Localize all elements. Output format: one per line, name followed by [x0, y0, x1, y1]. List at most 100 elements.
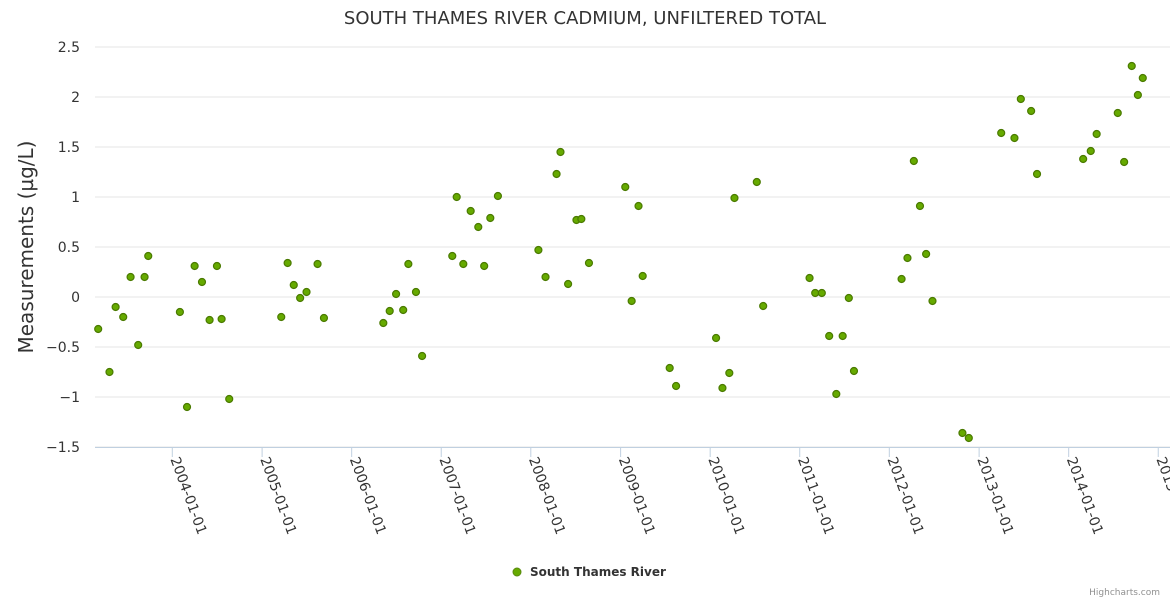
data-point[interactable] — [534, 245, 543, 255]
data-point[interactable] — [1086, 146, 1095, 156]
data-point[interactable] — [1010, 133, 1019, 143]
data-point[interactable] — [486, 213, 495, 223]
data-point[interactable] — [480, 261, 489, 271]
data-point[interactable] — [399, 305, 408, 315]
data-point[interactable] — [958, 428, 967, 438]
data-point[interactable] — [1032, 169, 1042, 179]
data-point[interactable] — [849, 366, 859, 376]
y-tick-label: −1 — [59, 390, 80, 406]
data-point[interactable] — [552, 169, 561, 179]
data-point[interactable] — [105, 367, 114, 377]
data-point[interactable] — [718, 383, 727, 393]
data-point[interactable] — [144, 251, 153, 261]
legend-marker — [512, 567, 522, 577]
x-axis: 2004-01-01 2005-01-01 2006-01-01 2007-01-01… — [95, 447, 1170, 537]
data-point[interactable] — [217, 314, 226, 324]
data-point[interactable] — [584, 258, 594, 268]
data-point[interactable] — [417, 351, 427, 361]
data-point[interactable] — [140, 272, 149, 282]
data-point[interactable] — [825, 331, 834, 341]
data-point[interactable] — [1133, 90, 1142, 100]
data-point[interactable] — [1138, 73, 1147, 83]
data-point[interactable] — [134, 340, 143, 350]
data-point[interactable] — [665, 363, 674, 373]
data-point[interactable] — [313, 259, 322, 269]
x-tick-label: 2007-01-01 — [435, 455, 478, 537]
data-point[interactable] — [111, 302, 120, 312]
data-point[interactable] — [903, 253, 912, 263]
data-point[interactable] — [379, 318, 388, 328]
data-point[interactable] — [997, 128, 1006, 138]
data-point[interactable] — [190, 261, 199, 271]
data-point[interactable] — [922, 249, 931, 259]
data-point[interactable] — [752, 177, 761, 187]
data-point[interactable] — [277, 312, 286, 322]
data-point[interactable] — [759, 301, 768, 311]
data-point[interactable] — [289, 280, 298, 290]
data-point[interactable] — [1092, 129, 1101, 139]
data-point[interactable] — [711, 333, 721, 343]
data-point[interactable] — [391, 289, 401, 299]
x-tick-label: 2006-01-01 — [346, 455, 389, 537]
data-point[interactable] — [1079, 154, 1088, 164]
data-point[interactable] — [627, 296, 636, 306]
data-point[interactable] — [1120, 157, 1129, 167]
data-point[interactable] — [964, 433, 973, 443]
data-point[interactable] — [225, 394, 234, 404]
data-point[interactable] — [119, 312, 128, 322]
data-point[interactable] — [302, 287, 311, 297]
y-tick-label: 1 — [71, 190, 80, 206]
data-point[interactable] — [205, 315, 214, 325]
data-point[interactable] — [811, 288, 820, 298]
data-point[interactable] — [296, 293, 305, 303]
data-point[interactable] — [621, 182, 630, 192]
y-tick-label: 1.5 — [58, 140, 80, 156]
data-point[interactable] — [671, 381, 681, 391]
y-tick-label: 2 — [71, 90, 80, 106]
data-point[interactable] — [448, 251, 457, 261]
data-point[interactable] — [730, 193, 739, 203]
data-point[interactable] — [805, 273, 814, 283]
highcharts-credit[interactable]: Highcharts.com — [1089, 588, 1160, 598]
data-point[interactable] — [638, 271, 647, 281]
data-point[interactable] — [915, 201, 925, 211]
data-point[interactable] — [283, 258, 292, 268]
data-point[interactable] — [817, 288, 826, 298]
data-point[interactable] — [541, 272, 550, 282]
y-tick-label: 0.5 — [58, 240, 80, 256]
x-tick-label: 2014-01-01 — [1063, 455, 1106, 537]
data-point[interactable] — [556, 147, 565, 157]
data-point[interactable] — [909, 156, 918, 166]
data-point[interactable] — [928, 296, 937, 306]
data-point[interactable] — [1127, 61, 1136, 71]
data-point[interactable] — [459, 259, 468, 269]
data-point[interactable] — [634, 201, 643, 211]
data-point[interactable] — [175, 307, 185, 317]
data-point[interactable] — [1016, 94, 1025, 104]
data-point[interactable] — [725, 368, 734, 378]
data-point[interactable] — [1113, 108, 1122, 118]
data-point[interactable] — [493, 191, 503, 201]
x-tick-label: 2005-01-01 — [256, 455, 299, 537]
data-point[interactable] — [94, 324, 103, 334]
data-point[interactable] — [563, 279, 573, 289]
data-point[interactable] — [126, 272, 135, 282]
data-point[interactable] — [404, 259, 413, 269]
legend[interactable]: South Thames River — [512, 565, 666, 579]
data-point[interactable] — [1027, 106, 1036, 116]
data-point[interactable] — [182, 402, 192, 412]
data-point[interactable] — [577, 214, 586, 224]
data-point[interactable] — [385, 306, 394, 316]
data-point[interactable] — [212, 261, 222, 271]
data-point[interactable] — [838, 331, 847, 341]
data-point[interactable] — [844, 293, 853, 303]
data-point[interactable] — [466, 206, 475, 216]
data-point[interactable] — [452, 192, 461, 202]
data-point[interactable] — [197, 277, 207, 287]
data-point[interactable] — [411, 287, 421, 297]
data-point[interactable] — [897, 274, 906, 284]
data-point[interactable] — [319, 313, 329, 323]
data-point[interactable] — [474, 222, 483, 232]
data-point[interactable] — [832, 389, 841, 399]
